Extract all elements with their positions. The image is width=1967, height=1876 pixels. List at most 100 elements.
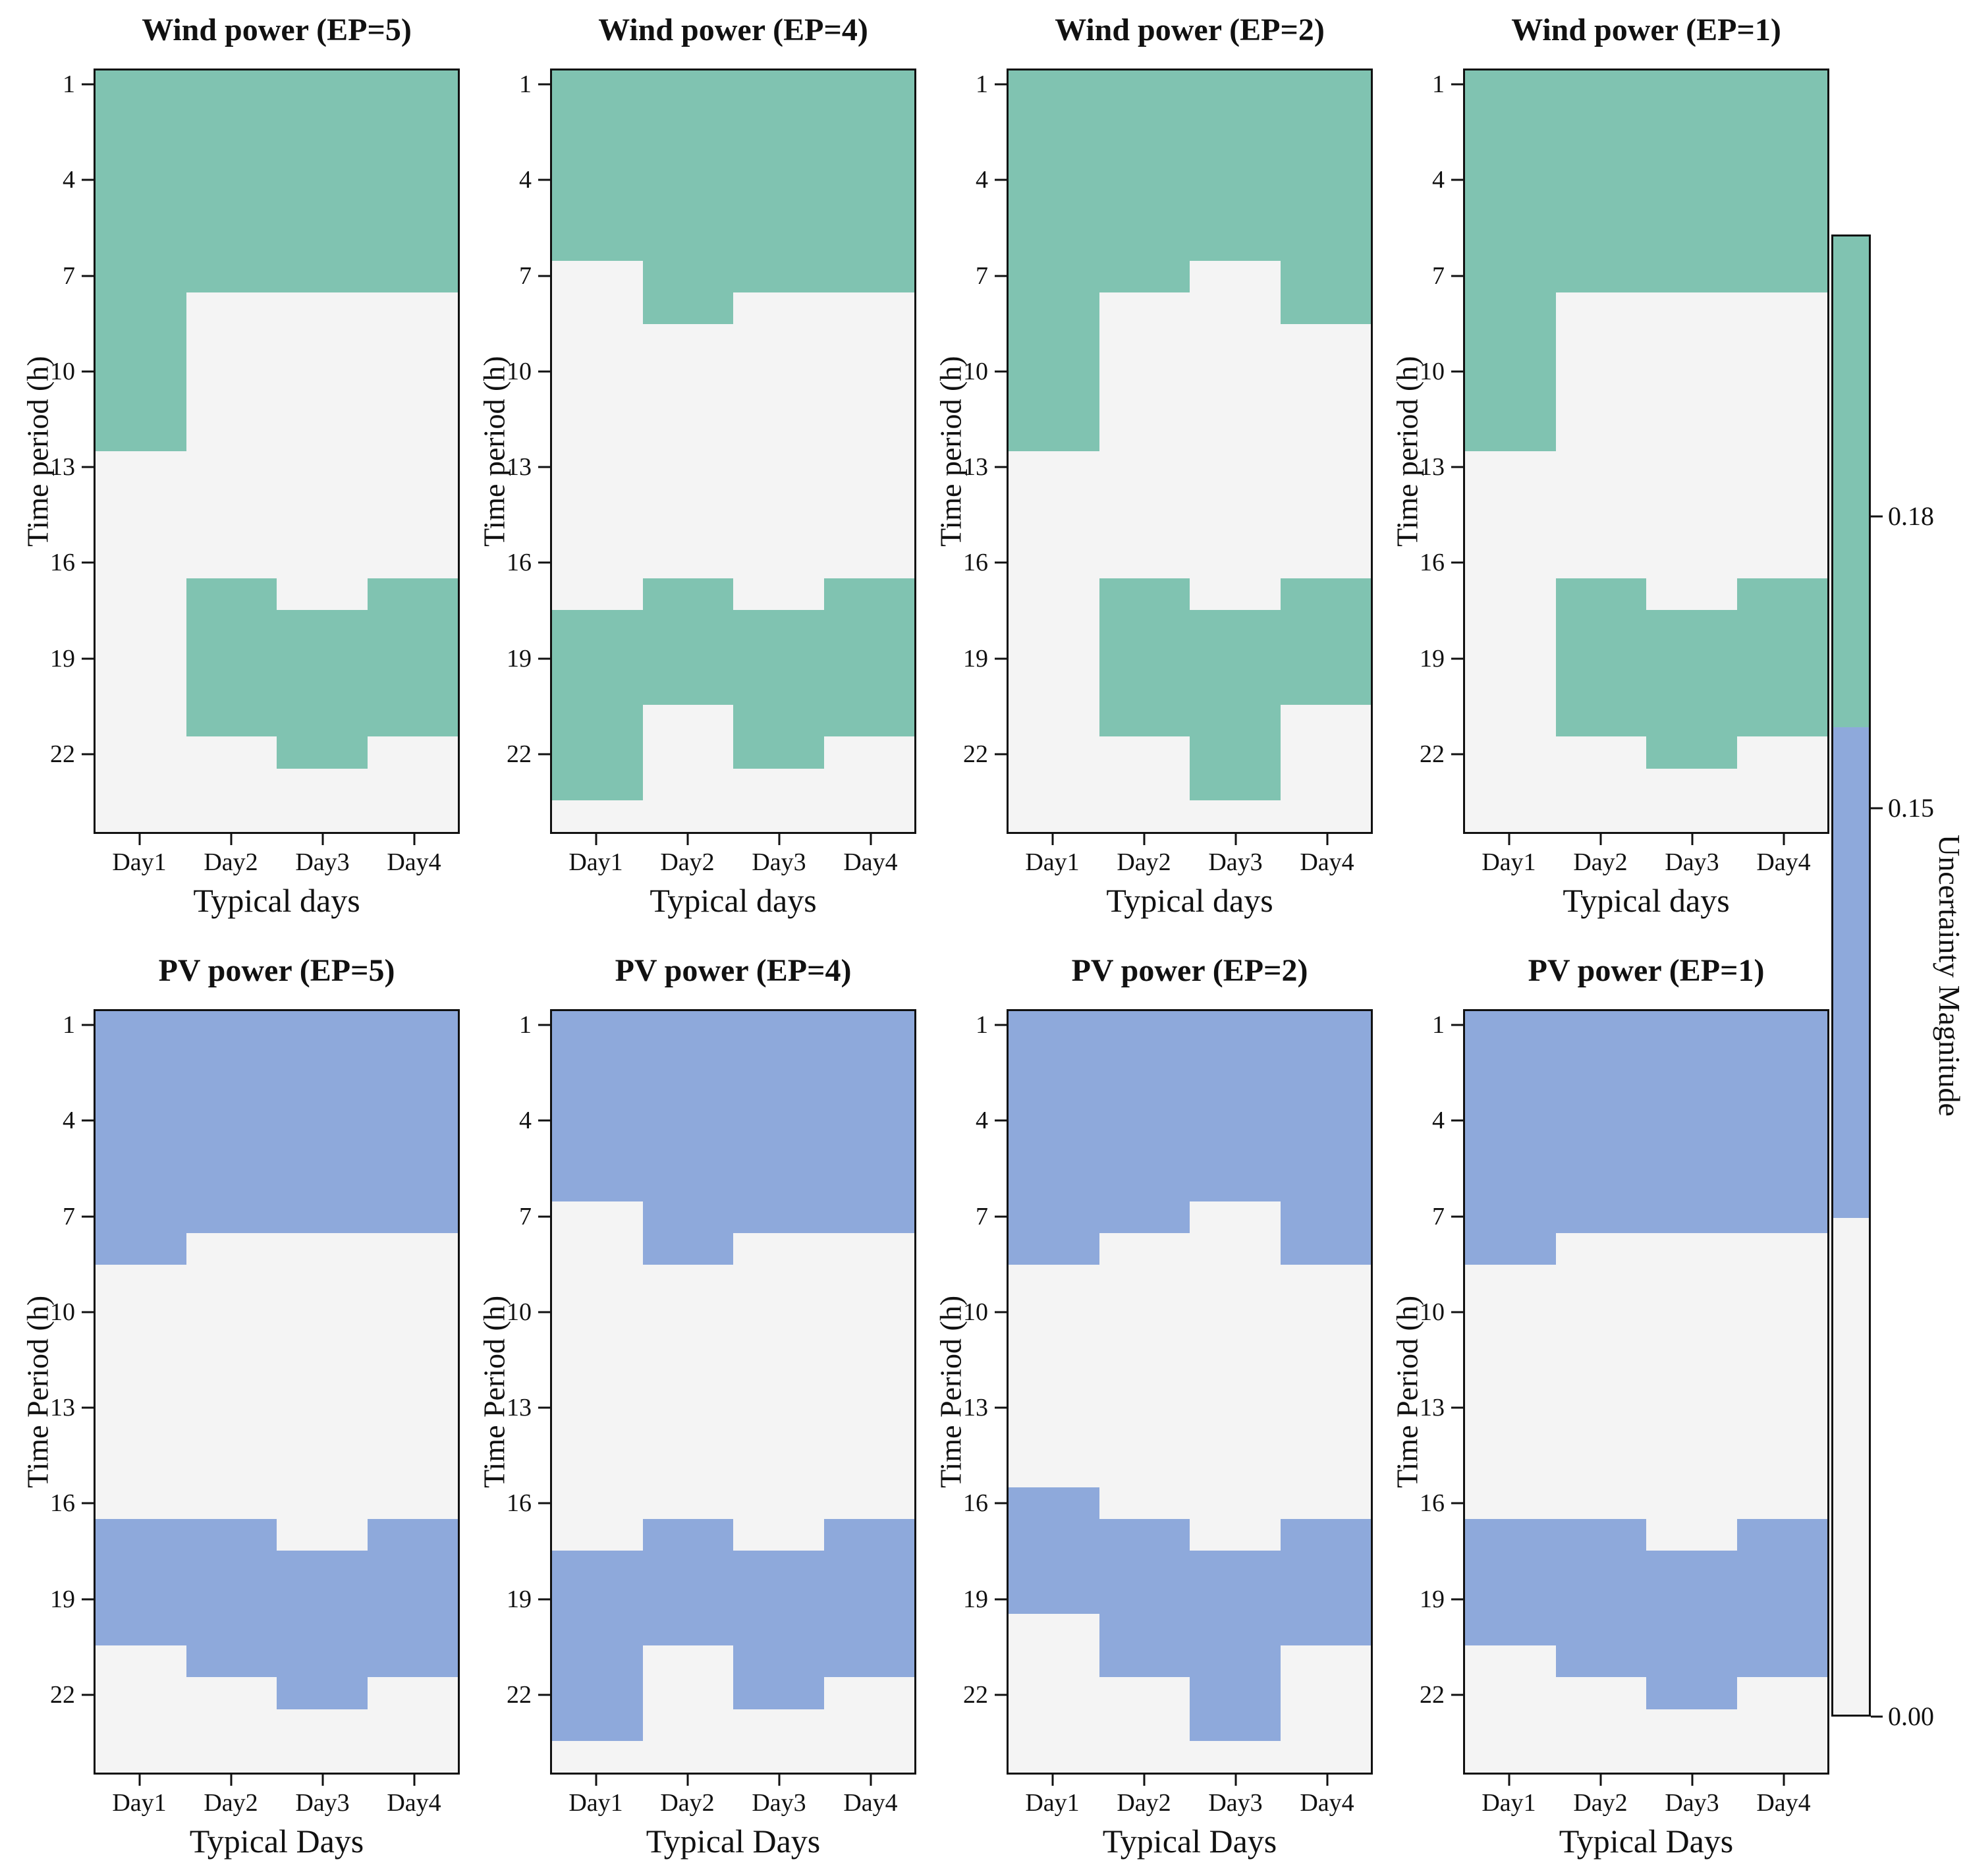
y-tick-mark bbox=[82, 753, 94, 756]
y-tick-label: 16 bbox=[963, 549, 988, 577]
y-axis-ticks: 1 4 7 10 13 16 19 22 bbox=[959, 69, 1007, 834]
heatmap-plot bbox=[1463, 1009, 1829, 1775]
y-tick-label: 13 bbox=[963, 453, 988, 482]
y-tick-mark bbox=[1451, 1502, 1463, 1504]
colorbar-tick-label: 0.15 bbox=[1888, 792, 1934, 823]
y-tick-label: 13 bbox=[1420, 1394, 1445, 1422]
y-tick-label: 4 bbox=[63, 166, 75, 194]
x-axis-label: Typical Days bbox=[1102, 1823, 1277, 1860]
heatmap-active-block bbox=[277, 609, 368, 769]
y-tick-label: 10 bbox=[1420, 357, 1445, 385]
heatmap-active-block bbox=[1099, 70, 1190, 293]
x-tick-mark bbox=[138, 1775, 140, 1786]
x-axis-tick-marks bbox=[1463, 834, 1829, 847]
x-tick-label: Day4 bbox=[1300, 1789, 1354, 1817]
y-tick-mark bbox=[82, 1024, 94, 1026]
y-tick-mark bbox=[995, 1694, 1007, 1696]
heatmap-active-block bbox=[823, 1011, 914, 1234]
y-tick-mark bbox=[995, 83, 1007, 86]
x-tick-mark bbox=[1326, 834, 1328, 845]
x-tick-label: Day2 bbox=[660, 848, 715, 876]
heatmap-active-block bbox=[552, 70, 643, 261]
x-tick-mark bbox=[595, 1775, 597, 1786]
y-tick-label: 10 bbox=[50, 1298, 75, 1326]
heatmap-active-block bbox=[733, 70, 824, 293]
subplot-wind-power-ep-2: Wind power (EP=2) Time period (h) 1 4 7 10 1… bbox=[933, 5, 1384, 935]
x-tick-label: Day4 bbox=[843, 848, 898, 876]
y-tick-mark bbox=[1451, 1694, 1463, 1696]
x-tick-label: Day2 bbox=[1117, 1789, 1171, 1817]
x-axis-label: Typical days bbox=[1563, 882, 1730, 919]
x-axis-tick-labels: Day1 Day2 Day3 Day4 bbox=[94, 850, 460, 880]
subplot-wind-power-ep-5: Wind power (EP=5) Time period (h) 1 4 7 10 1… bbox=[20, 5, 471, 935]
x-tick-mark bbox=[1783, 1775, 1785, 1786]
y-tick-mark bbox=[995, 1311, 1007, 1313]
y-tick-mark bbox=[538, 179, 550, 181]
y-tick-mark bbox=[1451, 275, 1463, 277]
x-tick-label: Day4 bbox=[1756, 1789, 1811, 1817]
heatmap-active-block bbox=[96, 1518, 186, 1646]
y-tick-mark bbox=[995, 1406, 1007, 1409]
y-tick-mark bbox=[995, 1215, 1007, 1218]
colorbar-tick-mark bbox=[1871, 515, 1883, 517]
y-tick-label: 1 bbox=[976, 70, 988, 99]
heatmap-active-block bbox=[552, 1550, 643, 1741]
y-tick-label: 22 bbox=[50, 1680, 75, 1709]
y-tick-label: 22 bbox=[507, 1680, 532, 1709]
heatmap-active-block bbox=[1736, 1518, 1827, 1678]
y-tick-mark bbox=[1451, 1215, 1463, 1218]
x-tick-mark bbox=[1051, 1775, 1053, 1786]
x-tick-label: Day1 bbox=[1482, 1789, 1536, 1817]
subplot-title: Wind power (EP=2) bbox=[1055, 13, 1325, 47]
x-tick-label: Day1 bbox=[568, 1789, 623, 1817]
x-tick-mark bbox=[1234, 1775, 1236, 1786]
heatmap-active-block bbox=[1555, 578, 1646, 737]
y-tick-mark bbox=[1451, 370, 1463, 373]
x-axis-tick-marks bbox=[550, 834, 916, 847]
y-tick-label: 10 bbox=[507, 1298, 532, 1326]
heatmap-active-block bbox=[1190, 1550, 1281, 1741]
x-tick-mark bbox=[1508, 834, 1510, 845]
heatmap-active-block bbox=[1099, 1518, 1190, 1678]
y-axis-ticks: 1 4 7 10 13 16 19 22 bbox=[1416, 69, 1463, 834]
heatmap-active-block bbox=[642, 1518, 733, 1646]
y-tick-label: 19 bbox=[1420, 1585, 1445, 1613]
x-tick-mark bbox=[1143, 834, 1145, 845]
y-tick-label: 19 bbox=[1420, 644, 1445, 673]
y-axis-ticks: 1 4 7 10 13 16 19 22 bbox=[503, 1009, 550, 1775]
y-axis-ticks: 1 4 7 10 13 16 19 22 bbox=[46, 1009, 94, 1775]
x-tick-mark bbox=[1234, 834, 1236, 845]
subplot-wind-power-ep-1: Wind power (EP=1) Time period (h) 1 4 7 10 1… bbox=[1389, 5, 1841, 935]
y-tick-mark bbox=[1451, 561, 1463, 564]
x-tick-mark bbox=[778, 1775, 780, 1786]
y-tick-label: 7 bbox=[519, 1202, 532, 1230]
x-tick-label: Day2 bbox=[204, 848, 258, 876]
heatmap-active-block bbox=[733, 1011, 824, 1234]
y-tick-mark bbox=[82, 561, 94, 564]
y-tick-label: 19 bbox=[963, 1585, 988, 1613]
y-tick-mark bbox=[1451, 657, 1463, 660]
colorbar-tick-label: 0.18 bbox=[1888, 501, 1934, 531]
y-tick-label: 13 bbox=[963, 1394, 988, 1422]
x-axis-label: Typical days bbox=[650, 882, 817, 919]
heatmap-active-block bbox=[367, 70, 458, 293]
y-tick-label: 1 bbox=[519, 70, 532, 99]
x-tick-label: Day4 bbox=[1756, 848, 1811, 876]
subplot-title: Wind power (EP=4) bbox=[598, 13, 868, 47]
y-tick-mark bbox=[82, 466, 94, 468]
y-tick-label: 4 bbox=[1432, 166, 1445, 194]
y-tick-mark bbox=[82, 275, 94, 277]
y-tick-label: 7 bbox=[976, 262, 988, 290]
y-tick-mark bbox=[82, 1119, 94, 1122]
y-tick-mark bbox=[538, 370, 550, 373]
heatmap-plot bbox=[1463, 69, 1829, 834]
x-axis-tick-labels: Day1 Day2 Day3 Day4 bbox=[1007, 1790, 1373, 1821]
heatmap-active-block bbox=[277, 1550, 368, 1709]
x-tick-mark bbox=[1599, 1775, 1601, 1786]
heatmap-active-block bbox=[367, 1518, 458, 1678]
x-tick-mark bbox=[686, 834, 688, 845]
y-tick-label: 16 bbox=[1420, 1489, 1445, 1518]
x-tick-label: Day1 bbox=[568, 848, 623, 876]
heatmap-active-block bbox=[1646, 70, 1737, 293]
y-tick-label: 16 bbox=[507, 549, 532, 577]
